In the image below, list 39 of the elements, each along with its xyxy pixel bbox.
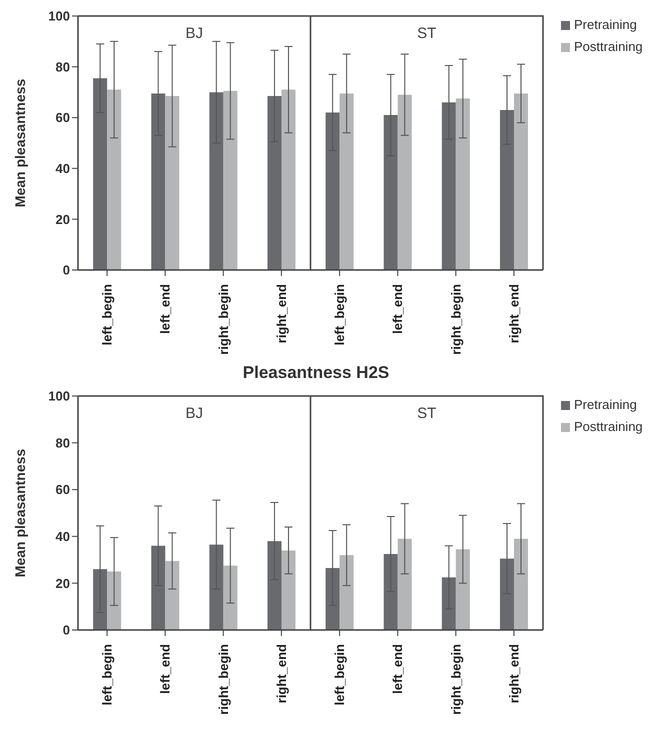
annotation: BJ	[185, 25, 204, 42]
y-tick-label: 0	[62, 622, 70, 638]
y-tick-label: 0	[62, 262, 70, 278]
legend-label: Posttraining	[573, 38, 643, 56]
y-tick-label: 60	[56, 482, 70, 498]
annotation: ST	[417, 25, 436, 42]
y-axis-title: Mean pleasantness	[12, 78, 28, 208]
y-tick-label: 60	[56, 110, 70, 126]
y-tick-label: 40	[56, 161, 70, 176]
x-tick-label: left_begin	[332, 644, 348, 706]
y-tick-label: 100	[48, 388, 70, 404]
y-tick-label: 80	[56, 435, 70, 450]
x-tick-label: right_end	[274, 644, 289, 704]
x-tick-label: left_begin	[100, 284, 115, 346]
x-tick-label: right_end	[506, 284, 522, 344]
x-tick-label: right_begin	[448, 284, 464, 355]
y-tick-label: 80	[56, 59, 70, 74]
legend-label: Pretraining	[573, 396, 638, 414]
y-axis-title: Mean pleasantness	[12, 448, 28, 578]
y-tick-label: 20	[56, 576, 70, 591]
legend-label: Pretraining	[573, 16, 638, 34]
chart-title: Pleasantness H2S	[242, 362, 390, 384]
y-tick-label: 20	[56, 212, 70, 227]
x-tick-label: left_end	[390, 644, 406, 694]
x-tick-label: left_begin	[100, 644, 115, 706]
annotation: ST	[417, 405, 436, 422]
x-tick-label: left_end	[390, 284, 406, 334]
x-tick-label: right_end	[274, 284, 289, 344]
x-tick-label: left_end	[158, 284, 173, 334]
x-tick-label: right_end	[506, 644, 522, 704]
x-tick-label: right_begin	[216, 644, 231, 715]
x-tick-label: left_end	[158, 644, 173, 694]
legend-label: Posttraining	[573, 418, 643, 436]
annotation: BJ	[185, 405, 204, 422]
y-tick-label: 40	[56, 529, 70, 544]
x-tick-label: right_begin	[448, 644, 464, 715]
x-tick-label: left_begin	[332, 284, 348, 346]
y-tick-label: 100	[48, 8, 70, 24]
x-tick-label: right_begin	[216, 284, 231, 355]
